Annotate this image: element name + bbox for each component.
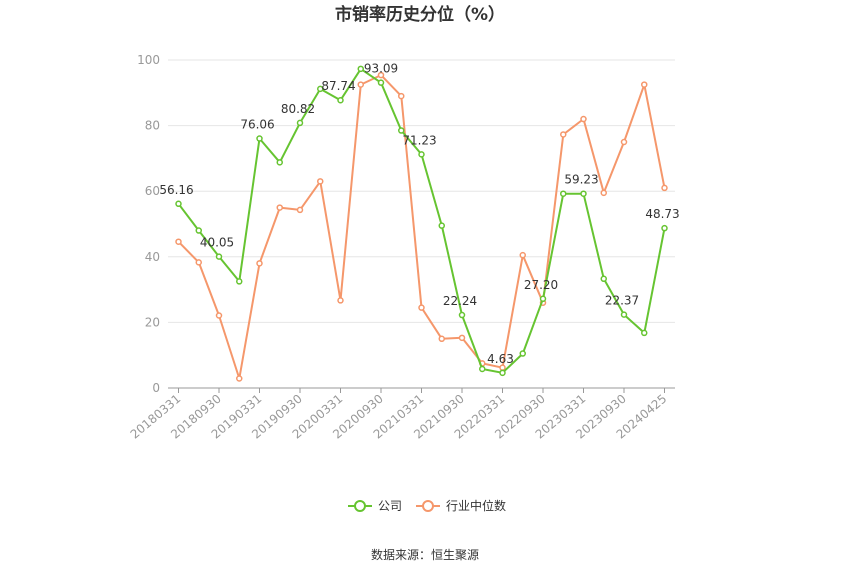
data-point [499, 369, 506, 377]
series-line-company [177, 67, 666, 374]
data-label: 80.82 [281, 102, 315, 116]
data-label: 71.23 [402, 133, 436, 147]
y-tick-label: 60 [145, 184, 160, 198]
legend-label: 公司 [378, 499, 402, 513]
data-label: 56.16 [159, 183, 193, 197]
data-label: 59.23 [564, 173, 598, 187]
data-point [398, 92, 405, 100]
legend-item-industry-median[interactable]: 行业中位数 [416, 498, 506, 513]
data-point [519, 350, 526, 357]
data-point [600, 275, 607, 283]
x-axis: 2018033120180930201903312019093020200331… [128, 387, 675, 442]
data-labels: 56.16 40.05 76.06 80.82 87.74 93.09 71.23 22.24… [159, 62, 679, 366]
data-point [539, 295, 547, 303]
series-layer [175, 65, 668, 382]
data-point [661, 184, 668, 192]
data-label: 27.20 [524, 278, 558, 292]
data-point [377, 71, 385, 79]
data-point [215, 253, 223, 260]
legend[interactable]: 公司 行业中位数 [348, 498, 506, 513]
data-point [276, 159, 283, 166]
data-point [661, 224, 668, 232]
data-point [580, 190, 587, 197]
data-source: 数据来源：恒生聚源 [371, 547, 479, 562]
data-point [337, 297, 344, 304]
data-point [438, 335, 445, 343]
data-point [317, 178, 324, 185]
y-axis: 0 20 40 60 80 100 [137, 53, 160, 395]
data-label: 76.06 [240, 118, 274, 132]
data-label: 40.05 [200, 236, 234, 250]
data-label: 22.37 [605, 294, 639, 308]
y-tick-label: 20 [145, 315, 160, 329]
data-point [175, 238, 182, 245]
data-point [296, 119, 304, 127]
data-point [519, 251, 526, 259]
data-point [256, 260, 263, 267]
data-point [641, 81, 648, 88]
data-point [418, 304, 425, 311]
legend-marker [354, 500, 366, 512]
data-point [236, 375, 243, 382]
data-point [641, 329, 648, 337]
y-tick-label: 100 [137, 53, 160, 67]
data-point [256, 135, 263, 142]
data-point [337, 96, 344, 104]
chart-title: 市销率历史分位（%） [335, 4, 505, 25]
data-point [438, 222, 445, 229]
data-point [357, 81, 364, 88]
data-label: 48.73 [645, 207, 679, 221]
legend-item-company[interactable]: 公司 [348, 499, 402, 513]
y-tick-label: 40 [145, 250, 160, 264]
data-point [620, 311, 628, 318]
data-point [620, 138, 628, 146]
data-point [195, 227, 202, 234]
legend-marker [422, 500, 434, 512]
legend-label: 行业中位数 [446, 498, 506, 513]
data-point [175, 200, 182, 208]
data-point [398, 127, 405, 134]
data-point [499, 364, 506, 371]
data-point [580, 115, 587, 123]
data-point [600, 189, 607, 197]
data-label: 22.24 [443, 294, 477, 308]
data-label: 93.09 [364, 62, 398, 76]
data-point [357, 65, 364, 73]
data-label: 4.63 [487, 352, 514, 366]
data-point [377, 79, 385, 86]
grid-lines [168, 59, 675, 323]
data-point [458, 334, 466, 342]
data-point [236, 278, 243, 285]
y-tick-label: 0 [152, 381, 160, 395]
data-point [215, 312, 223, 319]
data-label: 87.74 [321, 79, 355, 93]
data-point [296, 206, 304, 214]
data-point [560, 131, 567, 138]
data-point [276, 204, 283, 211]
data-point [560, 190, 567, 197]
data-point [317, 85, 324, 93]
data-point [195, 259, 202, 266]
data-point [479, 365, 486, 373]
data-point [458, 311, 466, 319]
y-tick-label: 80 [145, 119, 160, 133]
data-point [418, 151, 425, 158]
